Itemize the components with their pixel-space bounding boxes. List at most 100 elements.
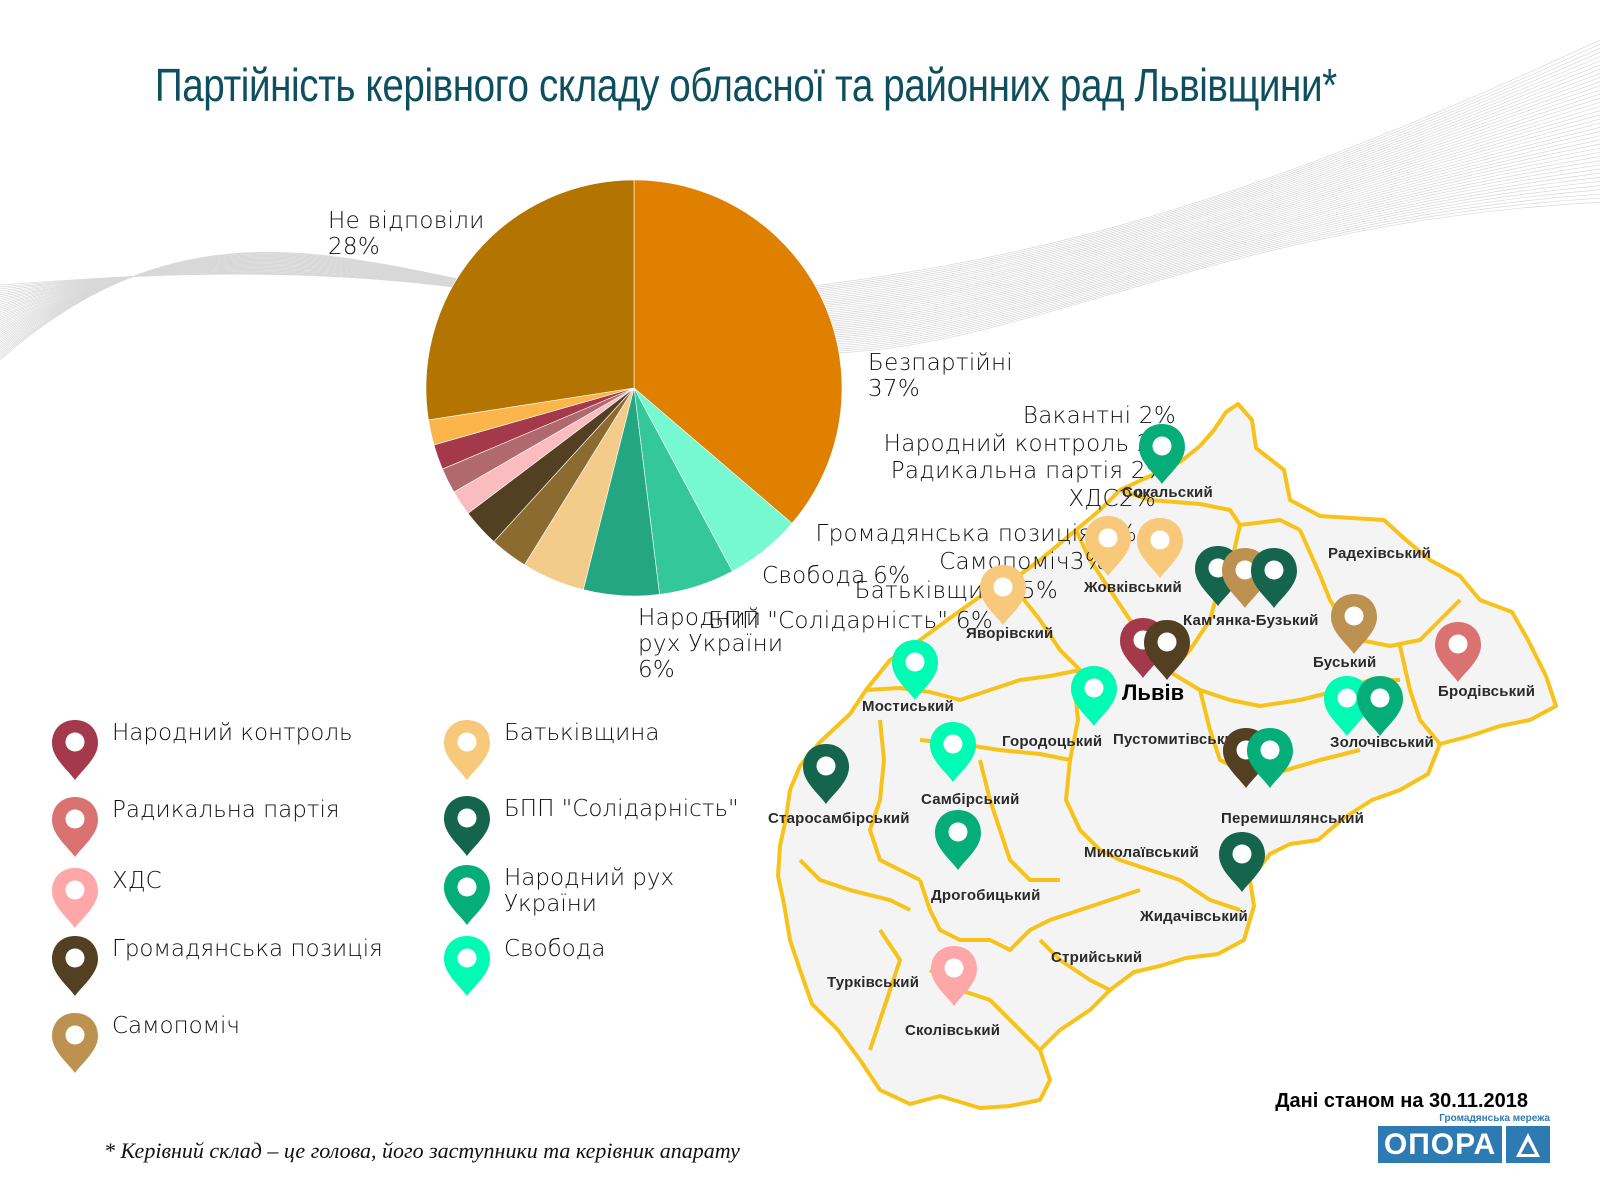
legend-item: Народний рух України — [442, 863, 674, 927]
pie-label-line: Народний — [638, 605, 762, 631]
logo-name: ОПОРА — [1378, 1126, 1502, 1163]
pie-label-line: Самопоміч3% — [939, 549, 1107, 575]
pie-label-samopomich: Самопоміч3% — [939, 549, 1107, 575]
map-pin-icon — [1142, 618, 1192, 682]
map-pin-icon — [1245, 726, 1295, 790]
map-pin-icon — [801, 742, 851, 806]
pie-label-narodnyi-kontrol: Народний контроль 2% — [884, 431, 1174, 457]
legend-item: Народний контроль — [50, 718, 353, 782]
footnote: * Керівний склад – це голова, його засту… — [104, 1138, 740, 1163]
pie-label-line: Не відповіли — [328, 208, 485, 234]
pie-label-svoboda: Свобода 6% — [762, 563, 910, 589]
district-label: Буський — [1313, 654, 1377, 671]
legend-item: БПП "Солідарність" — [442, 794, 739, 858]
map-pin-icon — [1137, 422, 1187, 486]
logo-triangle-icon — [1506, 1126, 1550, 1163]
district-label: Кам'янка-Бузький — [1183, 612, 1319, 629]
map-pin-icon — [933, 808, 983, 872]
map-pin-icon — [1355, 674, 1405, 738]
pie-label-line: Свобода 6% — [762, 563, 911, 589]
legend-item: Самопоміч — [50, 1011, 240, 1075]
pie-label-bezpartiyni: Безпартійні 37% — [868, 350, 1013, 402]
map-pin-icon — [1069, 664, 1119, 728]
district-label: Бродівський — [1438, 683, 1536, 700]
pie-label-radykalna: Радикальна партія 2% — [891, 458, 1168, 484]
district-label: Яворівский — [966, 625, 1054, 642]
legend-item: Громадянська позиція — [50, 934, 383, 998]
legend-label: ХДС — [112, 868, 162, 894]
pie-label-line: рух України — [638, 631, 784, 657]
district-label: Дрогобицький — [931, 887, 1041, 904]
map-pin-icon — [50, 718, 100, 782]
legend-item: ХДС — [50, 866, 162, 930]
pie-slice — [633, 179, 843, 524]
district-label: Радехівський — [1328, 545, 1432, 562]
district-label: Мостиський — [862, 698, 954, 715]
legend-label: БПП "Солідарність" — [504, 796, 739, 822]
pie-label-line: Вакантні 2% — [1022, 403, 1176, 429]
logo-subtitle: Громадянська мережа — [1439, 1113, 1550, 1124]
data-date-note: Дані станом на 30.11.2018 — [1275, 1090, 1528, 1112]
map-pin-icon — [928, 720, 978, 784]
legend-label: Народний рух України — [504, 865, 675, 917]
map-pin-icon — [890, 638, 940, 702]
pie-slice — [425, 179, 635, 421]
map-pin-icon — [1083, 514, 1133, 578]
pie-label-vakantni: Вакантні 2% — [1023, 403, 1176, 429]
district-label: Сокальский — [1122, 484, 1213, 501]
district-label: Миколаївський — [1084, 844, 1199, 861]
pie-label-line: Народний контроль 2% — [883, 431, 1174, 457]
district-label: Городоцький — [1002, 733, 1103, 750]
map-pin-icon — [442, 718, 492, 782]
legend-label: Радикальна партія — [112, 797, 340, 823]
district-label: Пустомитівський — [1113, 731, 1244, 748]
district-label: Турківський — [827, 974, 920, 991]
district-label: Сколівський — [905, 1022, 1001, 1039]
pie-label-line: 28% — [328, 234, 381, 260]
map-pin-icon — [442, 794, 492, 858]
opora-logo: Громадянська мережа ОПОРА — [1378, 1113, 1550, 1163]
legend-item: Радикальна партія — [50, 795, 340, 859]
district-label: Золочівський — [1330, 734, 1434, 751]
district-label: Старосамбірський — [768, 810, 910, 827]
city-label-lviv: Львів — [1122, 680, 1185, 705]
district-label: Жовківський — [1084, 579, 1182, 596]
pie-label-bpp: БПП "Солідарність" 6% — [708, 608, 993, 634]
pie-label-line: БПП "Солідарність" 6% — [708, 608, 993, 634]
map-pin-icon — [1433, 620, 1483, 684]
district-borders — [798, 488, 1462, 1052]
map-pin-icon — [1329, 592, 1379, 656]
legend-label: Батьківщина — [504, 720, 660, 746]
legend-label: Громадянська позиція — [112, 936, 383, 962]
map-pin-icon — [442, 863, 492, 927]
district-label: Жидачівський — [1140, 908, 1248, 925]
pie-label-line: Безпартійні — [868, 350, 1013, 376]
map-pin-icon — [442, 934, 492, 998]
pie-label-line: 37% — [868, 376, 921, 402]
pie-label-line: Громадянська позиція 3% — [815, 521, 1137, 547]
legend-label: Народний контроль — [112, 720, 353, 746]
pie-label-hromadianska: Громадянська позиція 3% — [816, 521, 1137, 547]
pie-label-khds: ХДС2% — [1068, 486, 1156, 512]
page-title: Партійність керівного складу обласної та… — [154, 59, 1337, 111]
map-pin-icon — [50, 1011, 100, 1075]
map-pin-icon — [978, 563, 1028, 627]
district-label: Перемишлянський — [1221, 810, 1365, 827]
pie-label-line: Радикальна партія 2% — [890, 458, 1168, 484]
pie-label-narodnyi-rukh: Народний рух України 6% — [638, 605, 783, 683]
legend-item: Свобода — [442, 934, 605, 998]
legend-item: Батьківщина — [442, 718, 659, 782]
district-label: Самбірський — [921, 791, 1020, 808]
map-pin-icon — [1217, 830, 1267, 894]
pie-label-line: 6% — [638, 657, 676, 683]
legend-label: Свобода — [504, 936, 606, 962]
district-label: Стрийський — [1051, 949, 1143, 966]
map-pin-icon — [1249, 546, 1299, 610]
map-pin-icon — [929, 944, 979, 1008]
legend-label: Самопоміч — [112, 1013, 241, 1039]
map-pin-icon — [50, 795, 100, 859]
map-pin-icon — [1135, 516, 1185, 580]
pie-label-nevidpovily: Не відповіли 28% — [328, 208, 485, 260]
map-pin-icon — [50, 866, 100, 930]
